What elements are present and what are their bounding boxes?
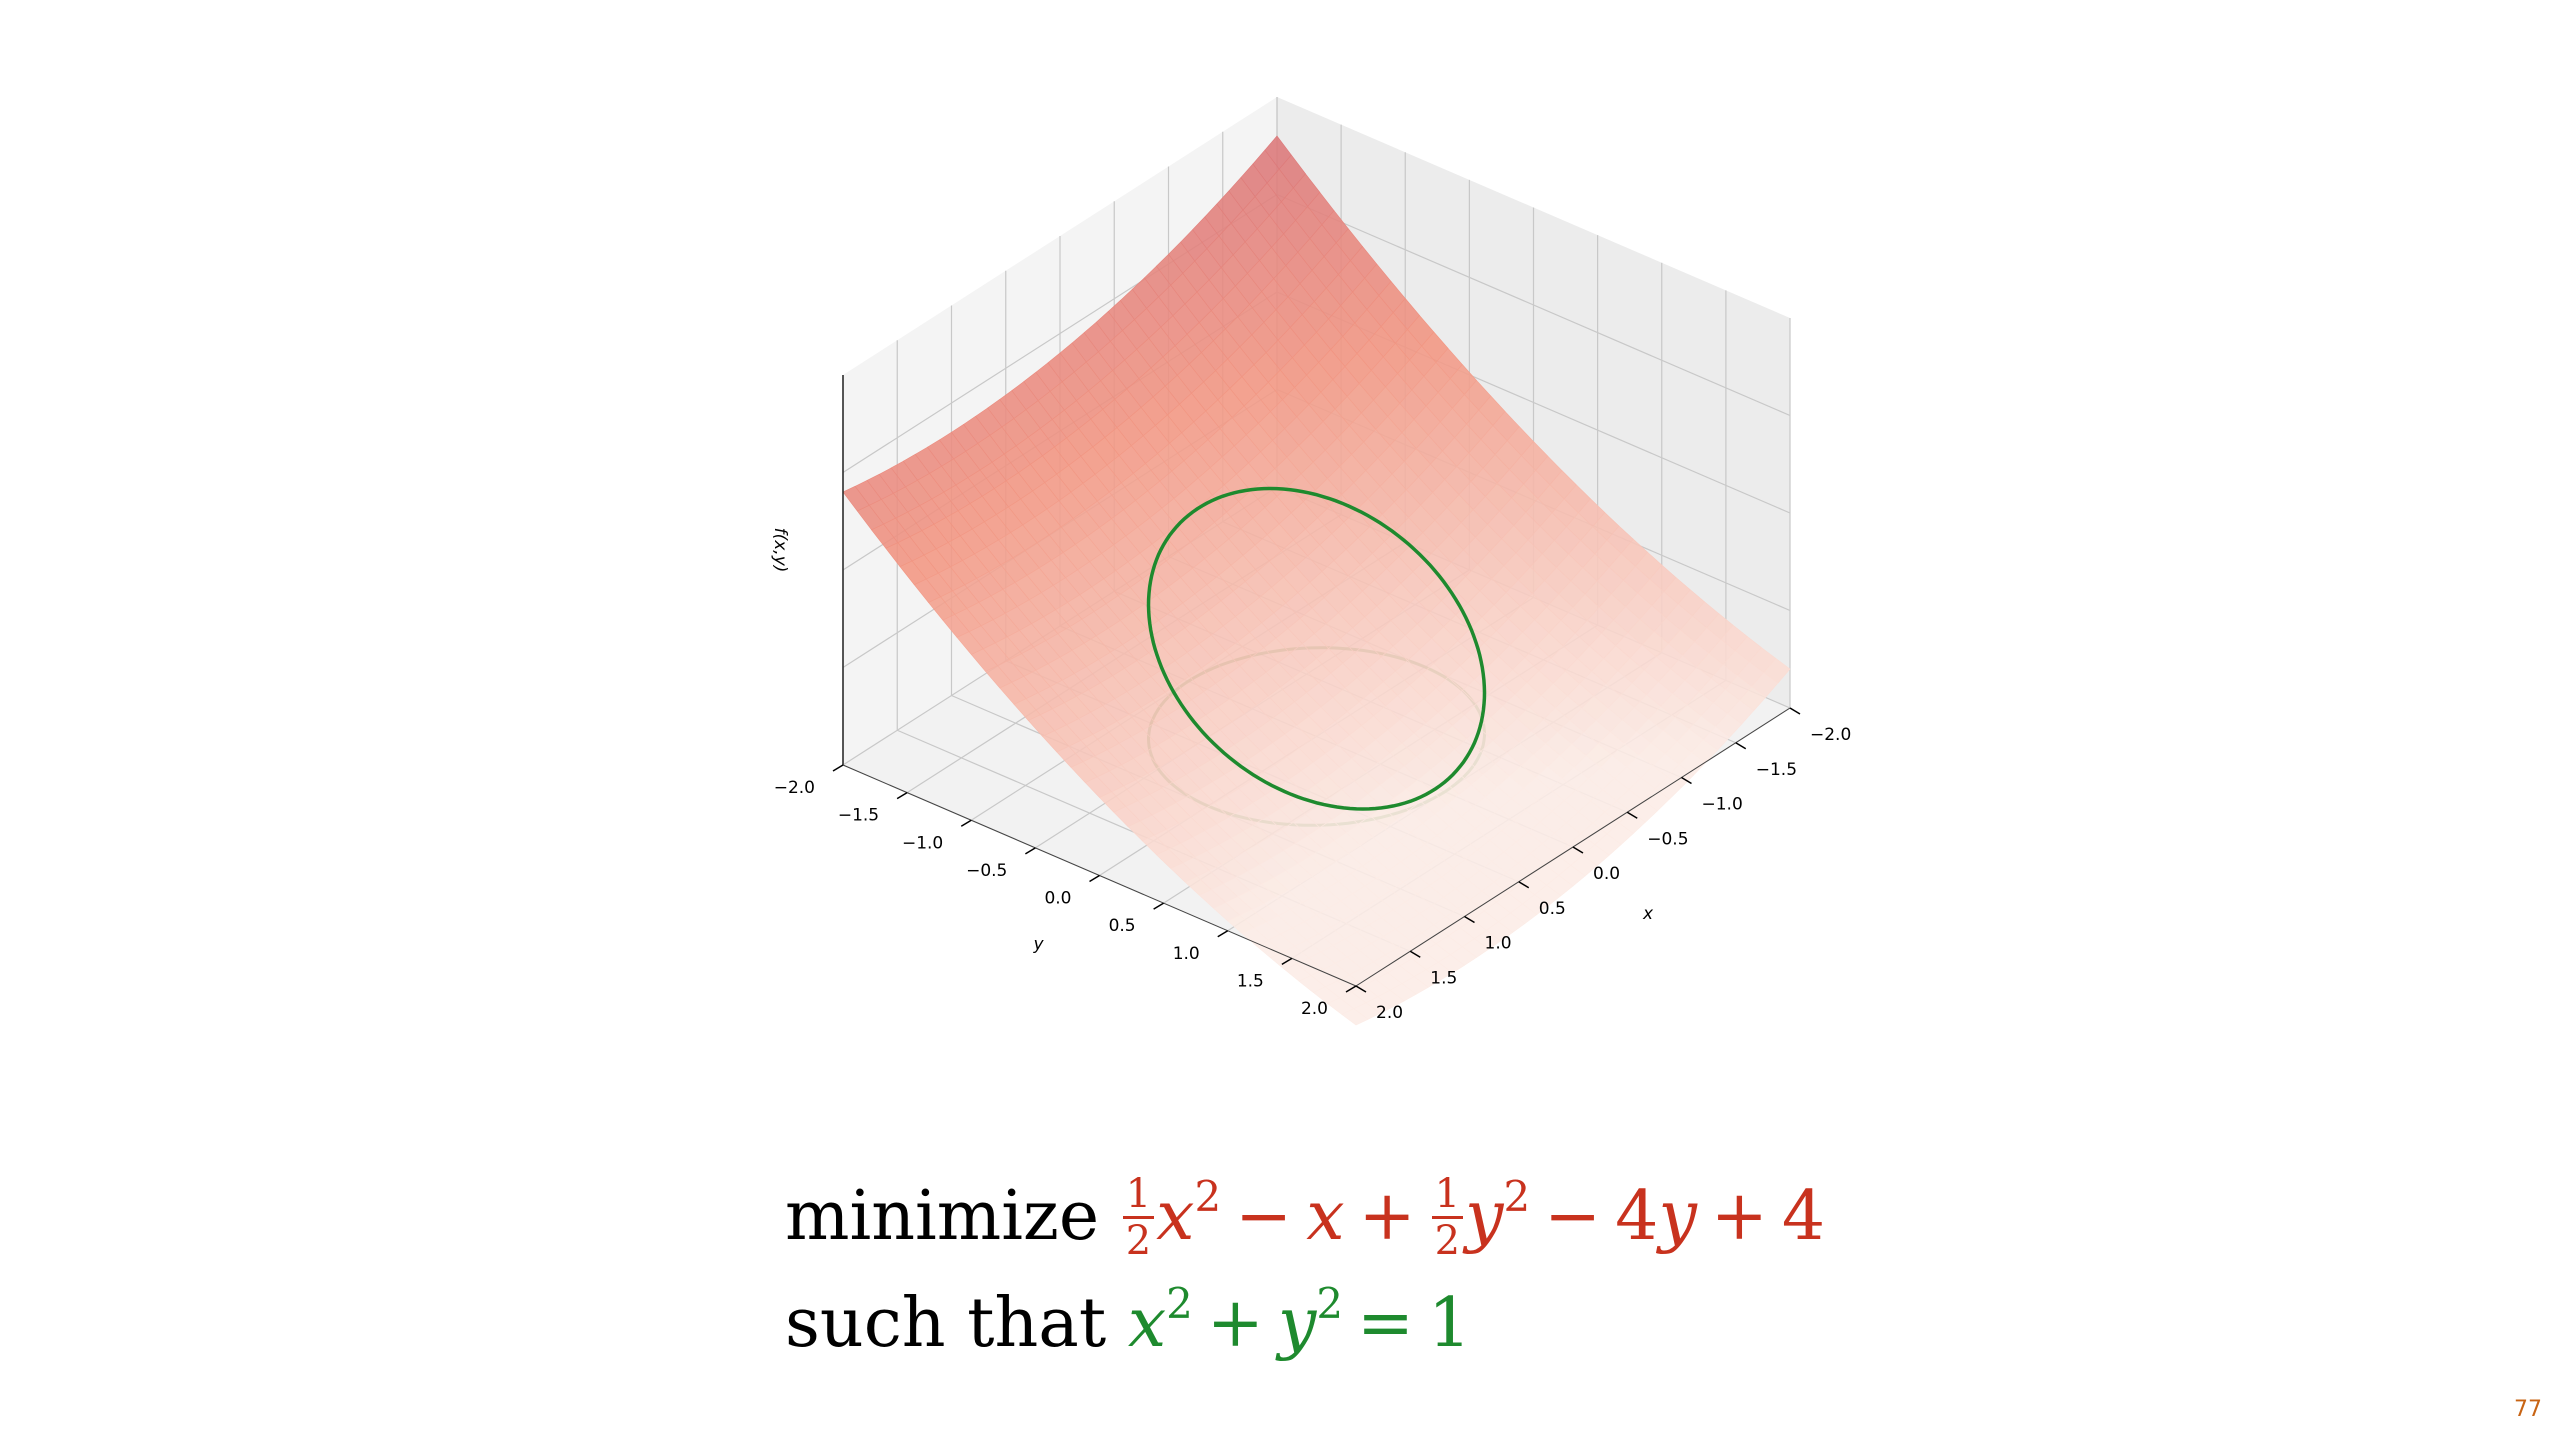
- x-tick-mark: [1626, 811, 1638, 819]
- x-axis-label: x: [1642, 904, 1654, 924]
- y-tick-label: −1.0: [902, 833, 943, 853]
- y-tick-mark: [1089, 874, 1100, 883]
- x-tick-label: 0.0: [1593, 864, 1620, 884]
- such-that-label: such that: [785, 1284, 1107, 1363]
- objective-expression: 1 2 x2− x +1 2 y2−4y +4: [1121, 1174, 1825, 1261]
- y-tick-mark: [1024, 847, 1036, 855]
- constraint-expression: x2 + y2 = 1: [1127, 1279, 1472, 1363]
- y-tick-mark: [960, 819, 972, 827]
- y-tick-mark: [1345, 985, 1357, 993]
- axis-ticks: −2.0−1.5−1.0−0.50.00.51.01.52.0−2.0−1.5−…: [774, 375, 1851, 1023]
- x-tick-label: 2.0: [1376, 1003, 1403, 1023]
- x-tick-label: 1.0: [1485, 934, 1512, 954]
- y-tick-mark: [1217, 930, 1229, 938]
- x-tick-mark: [1464, 915, 1475, 924]
- minimize-label: minimize: [785, 1177, 1100, 1256]
- x-tick-label: −1.0: [1702, 795, 1743, 815]
- constraint-curve-on-surface: [1146, 486, 1487, 811]
- x-tick-mark: [1518, 881, 1530, 889]
- y-tick-label: −1.5: [838, 806, 879, 826]
- x-tick-label: −0.5: [1647, 829, 1688, 849]
- objective-surface: [842, 135, 1791, 1026]
- x-tick-mark: [1355, 985, 1367, 993]
- surface-patch: [1341, 1008, 1369, 1026]
- x-tick-label: −2.0: [1810, 725, 1851, 745]
- y-tick-label: 0.0: [1044, 889, 1071, 909]
- page-number: 77: [2514, 1397, 2542, 1422]
- y-tick-mark: [896, 791, 908, 800]
- constraint-line: such that x2 + y2 = 1: [785, 1283, 1471, 1358]
- x-tick-mark: [1735, 742, 1747, 750]
- y-tick-label: 2.0: [1301, 999, 1328, 1019]
- z-axis-label: f(x,y): [770, 528, 790, 573]
- x-tick-mark: [1681, 776, 1692, 785]
- y-tick-label: −2.0: [774, 778, 815, 798]
- y-tick-label: 0.5: [1109, 916, 1136, 936]
- x-tick-label: 0.5: [1539, 899, 1566, 919]
- objective-line: minimize 1 2 x2− x +1 2 y2−4y +4: [785, 1174, 1825, 1265]
- y-tick-label: 1.5: [1237, 971, 1264, 991]
- x-tick-label: 1.5: [1430, 968, 1457, 988]
- y-tick-mark: [1153, 902, 1165, 910]
- y-tick-label: 1.0: [1173, 944, 1200, 964]
- x-tick-mark: [1572, 846, 1584, 854]
- y-tick-label: −0.5: [966, 861, 1007, 881]
- constraint-curve: [1146, 486, 1487, 811]
- x-tick-label: −1.5: [1756, 760, 1797, 780]
- x-tick-mark: [1789, 707, 1801, 715]
- y-tick-mark: [1281, 957, 1293, 966]
- y-axis-label: y: [1033, 935, 1045, 955]
- surface-plot: −2.0−1.5−1.0−0.50.00.51.01.52.0−2.0−1.5−…: [770, 97, 1851, 1026]
- y-tick-mark: [832, 764, 844, 772]
- x-tick-mark: [1409, 950, 1421, 958]
